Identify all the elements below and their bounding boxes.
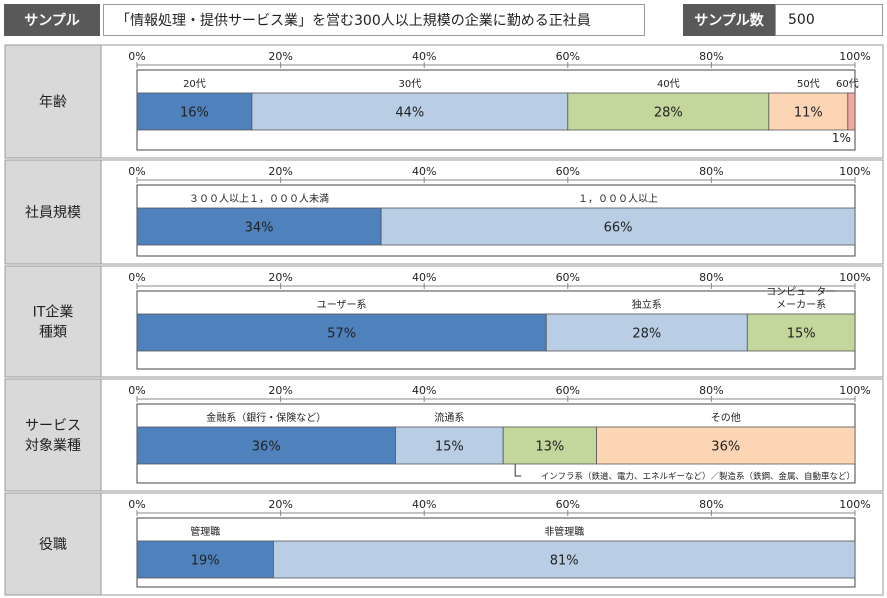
row-label: 社員規模: [25, 205, 81, 221]
axis-tick-label: 60%: [556, 165, 580, 178]
bar-segment: [847, 92, 856, 131]
axis-tick-label: 20%: [268, 271, 292, 284]
axis-tick-label: 100%: [839, 271, 870, 284]
category-label: その他: [711, 411, 741, 424]
axis-tick-label: 20%: [268, 498, 292, 511]
axis-tick-label: 40%: [412, 165, 436, 178]
axis-tick-label: 40%: [412, 50, 436, 63]
axis-tick-label: 0%: [128, 271, 145, 284]
axis-tick-label: 80%: [699, 165, 723, 178]
bar-segment: [545, 313, 748, 352]
axis-tick-label: 60%: [556, 50, 580, 63]
value-label: 44%: [395, 106, 424, 121]
value-label: 11%: [794, 106, 823, 121]
category-label: 独立系: [632, 298, 662, 311]
bar-segment: [136, 92, 253, 131]
value-label: 81%: [550, 554, 579, 569]
bar-segment: [273, 540, 856, 579]
row-label: 対象業種: [25, 438, 81, 454]
axis-tick-label: 100%: [839, 165, 870, 178]
axis-tick-label: 80%: [699, 271, 723, 284]
value-label: 28%: [632, 327, 661, 342]
axis-tick-label: 80%: [699, 50, 723, 63]
axis-tick-label: 100%: [839, 498, 870, 511]
bar-segment: [596, 426, 856, 465]
annotation-text: インフラ系（鉄道、電力、エネルギーなど）／製造系（鉄鋼、金属、自動車など）: [541, 471, 855, 482]
value-label: 16%: [180, 106, 209, 121]
bar-segment: [136, 207, 382, 246]
axis-tick-label: 100%: [839, 384, 870, 397]
value-label: 13%: [535, 440, 564, 455]
axis-tick-label: 0%: [128, 165, 145, 178]
row-label-cell: [4, 44, 102, 159]
axis-tick-label: 0%: [128, 50, 145, 63]
axis-tick-label: 80%: [699, 498, 723, 511]
axis-tick-label: 0%: [128, 498, 145, 511]
value-label: 57%: [327, 327, 356, 342]
category-label: 流通系: [434, 411, 464, 424]
category-label: 非管理職: [544, 525, 584, 538]
row-label: 年齢: [39, 95, 67, 111]
axis-tick-label: 100%: [839, 50, 870, 63]
axis-tick-label: 0%: [128, 384, 145, 397]
value-label: 15%: [435, 440, 464, 455]
sample-count-label: サンプル数: [683, 4, 775, 36]
bar-segment: [768, 92, 849, 131]
value-label: 1%: [832, 131, 851, 145]
axis-tick-label: 60%: [556, 271, 580, 284]
value-label: 36%: [711, 440, 740, 455]
axis-tick-label: 80%: [699, 384, 723, 397]
value-label: 66%: [604, 221, 633, 236]
sample-description: 「情報処理・提供サービス業」を営む300人以上規模の企業に勤める正社員: [103, 4, 645, 36]
category-label: 50代: [797, 78, 820, 90]
bar-segment: [395, 426, 504, 465]
row-label: 役職: [39, 537, 67, 553]
axis-tick-label: 40%: [412, 271, 436, 284]
axis-tick-label: 20%: [268, 50, 292, 63]
category-label: 40代: [657, 78, 680, 90]
value-label: 36%: [252, 440, 281, 455]
bar-segment: [380, 207, 856, 246]
category-label: 金融系（銀行・保険など）: [206, 411, 326, 424]
axis-tick-label: 40%: [412, 384, 436, 397]
category-label: 60代: [836, 78, 859, 90]
category-label: メーカー系: [776, 299, 826, 311]
row-label-cell: [4, 378, 102, 492]
sample-count-value: 500: [775, 4, 883, 36]
value-label: 15%: [787, 327, 816, 342]
category-label: 20代: [183, 78, 206, 90]
annotation-leader: [514, 464, 522, 477]
axis-tick-label: 20%: [268, 165, 292, 178]
row-label: 種類: [39, 325, 67, 341]
row-label: サービス: [25, 418, 81, 434]
value-label: 34%: [245, 221, 274, 236]
bar-segment: [502, 426, 597, 465]
category-label: ３００人以上１，０００人未満: [189, 193, 329, 205]
category-label: コンピューター: [766, 286, 836, 298]
sample-label: サンプル: [4, 4, 100, 36]
bar-segment: [251, 92, 569, 131]
bar-segment: [136, 313, 547, 352]
bar-segment: [746, 313, 856, 352]
row-label: IT企業: [33, 304, 74, 321]
axis-tick-label: 60%: [556, 384, 580, 397]
axis-tick-label: 20%: [268, 384, 292, 397]
category-label: ユーザー系: [317, 299, 367, 311]
row-label-cell: [4, 265, 102, 378]
category-label: １，０００人以上: [578, 193, 658, 205]
value-label: 28%: [654, 106, 683, 121]
value-label: 19%: [191, 554, 220, 569]
axis-tick-label: 60%: [556, 498, 580, 511]
category-label: 管理職: [190, 525, 220, 538]
axis-tick-label: 40%: [412, 498, 436, 511]
row-label-cell: [4, 492, 102, 596]
row-label-cell: [4, 159, 102, 265]
category-label: 30代: [398, 78, 421, 90]
